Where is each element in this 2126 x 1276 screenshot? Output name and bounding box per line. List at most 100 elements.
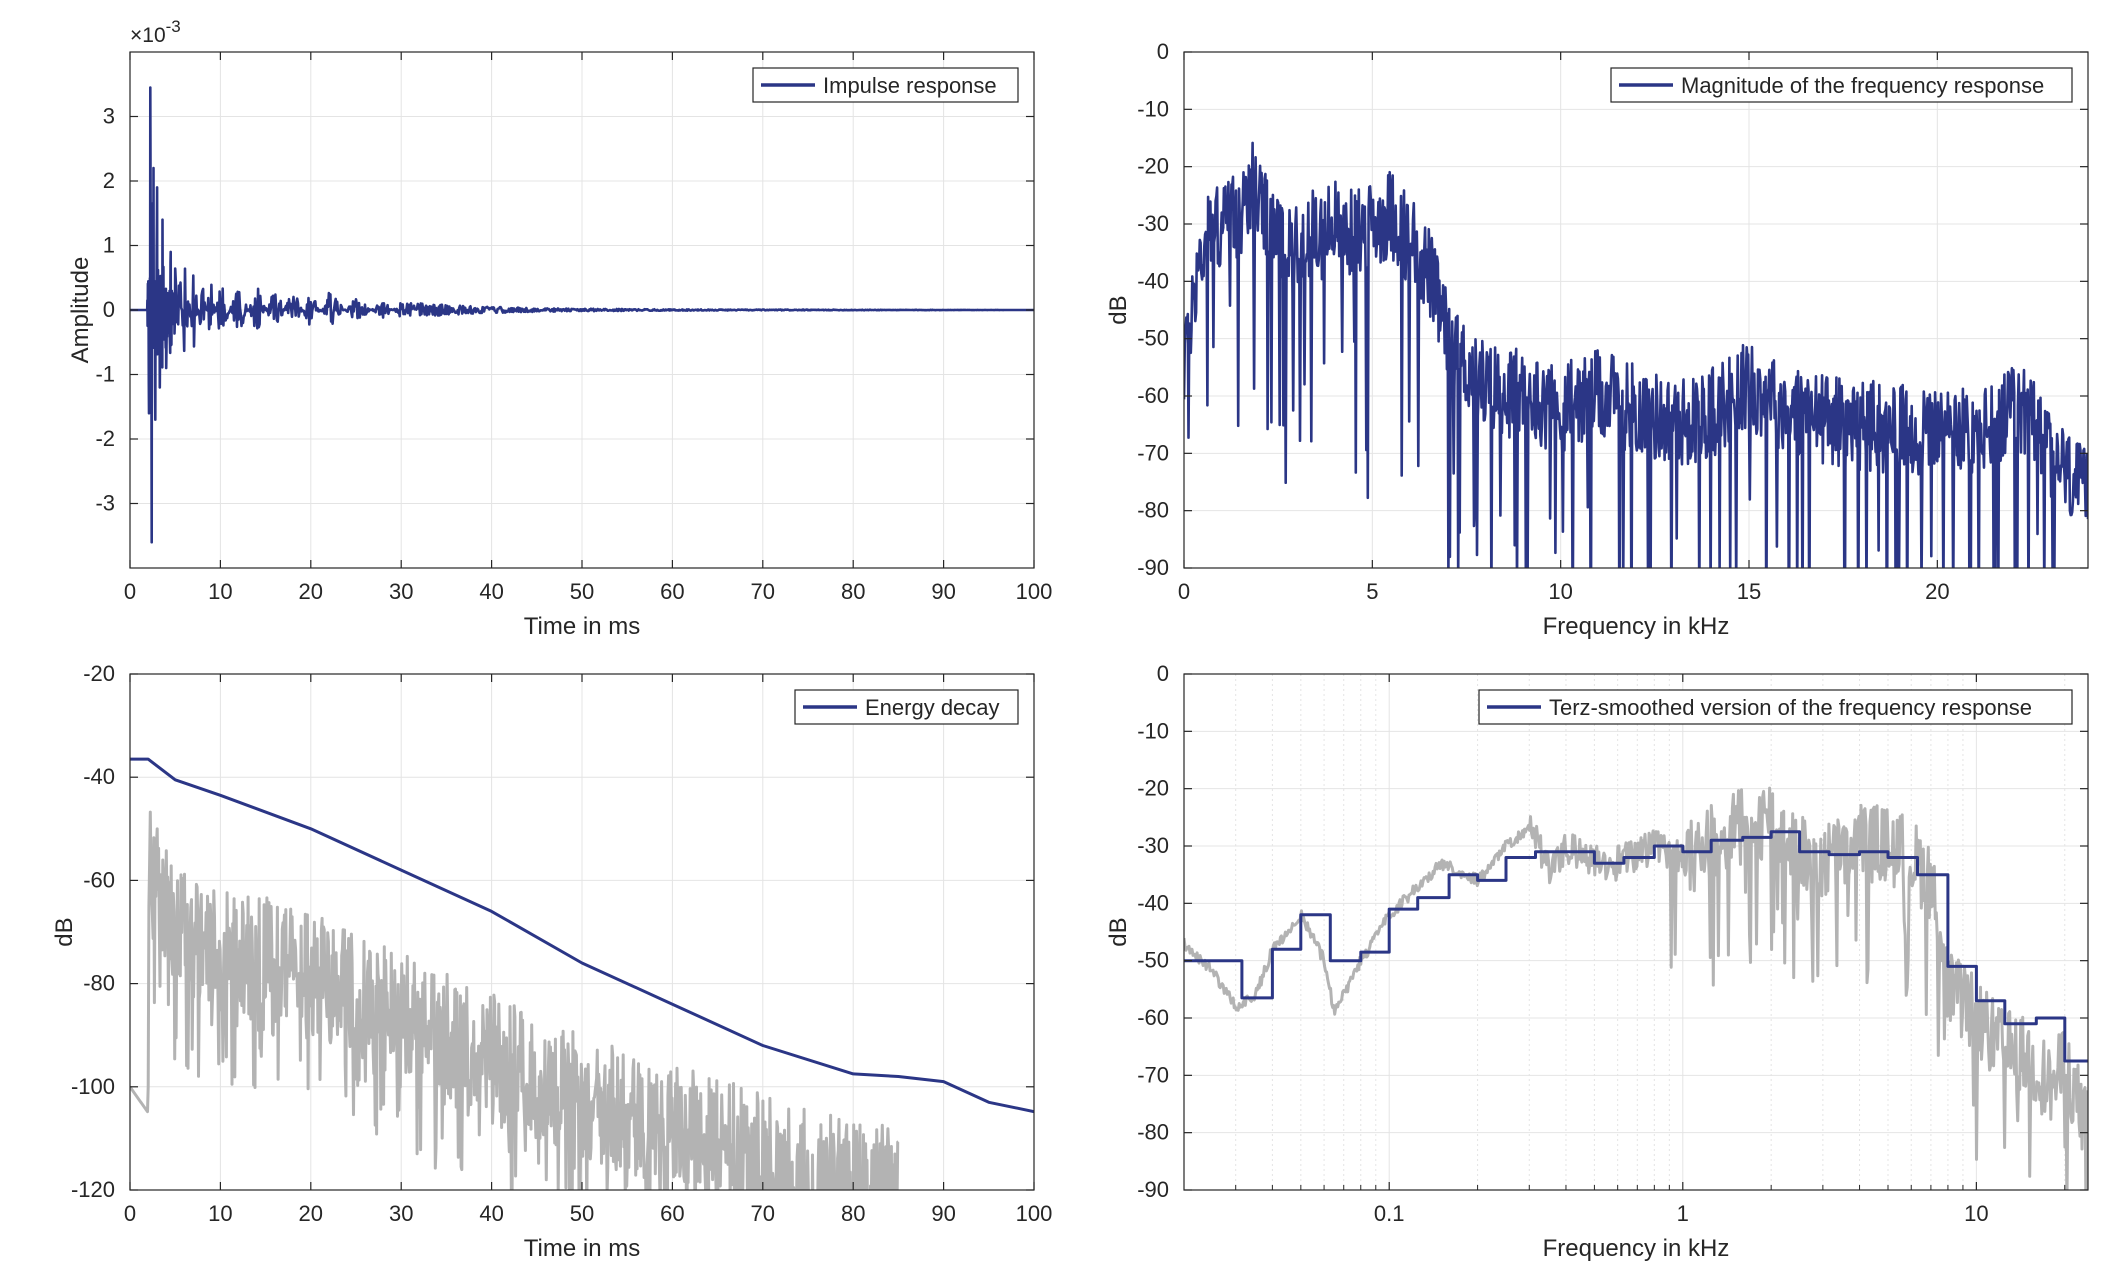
plot-series-group <box>130 86 1034 544</box>
x-tick-label: 30 <box>389 1201 413 1226</box>
y-tick-label: -50 <box>1137 948 1169 973</box>
x-tick-label: 80 <box>841 579 865 604</box>
axes-box <box>1183 673 2089 1191</box>
y-tick-label: -30 <box>1137 833 1169 858</box>
y-tick-label: -3 <box>95 491 115 516</box>
y-tick-label: -80 <box>1137 498 1169 523</box>
x-tick-label: 90 <box>931 1201 955 1226</box>
y-tick-label: -60 <box>83 867 115 892</box>
series-line-background <box>1184 786 2088 1190</box>
x-tick-label: 10 <box>208 1201 232 1226</box>
y-tick-label: -60 <box>1137 383 1169 408</box>
x-axis-label: Time in ms <box>524 613 640 640</box>
y-tick-label: -20 <box>1137 776 1169 801</box>
legend: Terz-smoothed version of the frequency r… <box>1478 689 2073 725</box>
chart-terz: 0.1 1 10 0 -10 -20 -30 -40 -50 -60 -70 -80 -90 Freque… <box>1105 661 2089 1262</box>
y-tick-label: -90 <box>1137 1177 1169 1202</box>
y-tick-label: -70 <box>1137 440 1169 465</box>
x-tick-label: 20 <box>1925 579 1949 604</box>
y-tick-label: 0 <box>1157 39 1169 64</box>
legend: Impulse response <box>752 67 1019 103</box>
legend-label: Energy decay <box>865 695 1000 720</box>
series-line-main <box>1184 830 2088 1063</box>
series-line-main <box>130 86 1034 544</box>
y-axis-label: dB <box>1105 917 1132 946</box>
chart-freq: 0 5 10 15 20 0 -10 -20 -30 -40 -50 -60 -70 -80 -90 Freq… <box>1105 39 2089 640</box>
x-tick-label: 80 <box>841 1201 865 1226</box>
y-tick-label: 2 <box>103 168 115 193</box>
y-tick-label: -50 <box>1137 326 1169 351</box>
x-tick-label: 0 <box>124 579 136 604</box>
legend-label: Terz-smoothed version of the frequency r… <box>1549 695 2032 720</box>
x-tick-label: 10 <box>1548 579 1572 604</box>
y-tick-label: -70 <box>1137 1062 1169 1087</box>
y-tick-label: 3 <box>103 104 115 129</box>
y-tick-label: -100 <box>71 1074 115 1099</box>
axes-box <box>1183 51 2089 569</box>
legend: Magnitude of the frequency response <box>1610 67 2073 103</box>
y-tick-label: 0 <box>1157 661 1169 686</box>
x-tick-label: 10 <box>208 579 232 604</box>
legend-box <box>1610 67 2073 103</box>
x-tick-label: 20 <box>299 579 323 604</box>
y-axis-label: Amplitude <box>67 257 94 364</box>
series-line-background <box>130 810 900 1190</box>
y-axis-label: dB <box>51 917 78 946</box>
y-tick-label: -40 <box>1137 268 1169 293</box>
y-axis-label: dB <box>1105 295 1132 324</box>
x-tick-label: 50 <box>570 1201 594 1226</box>
plot-area <box>1184 674 2088 1190</box>
y-tick-label: -10 <box>1137 96 1169 121</box>
y-tick-label: 1 <box>103 233 115 258</box>
y-tick-label: -30 <box>1137 211 1169 236</box>
y-tick-label: -120 <box>71 1177 115 1202</box>
exponent-label: ×10-3 <box>130 17 181 47</box>
exponent-base: ×10 <box>130 24 166 47</box>
x-tick-label: 15 <box>1737 579 1761 604</box>
y-tick-label: -60 <box>1137 1005 1169 1030</box>
y-tick-label: -10 <box>1137 718 1169 743</box>
series-line-main <box>130 757 1034 1114</box>
chart-ir: 0 10 20 30 40 50 60 70 80 90 100 -3 -2 -1 0 1 2 3 Time in … <box>67 17 1052 640</box>
x-tick-label: 60 <box>660 579 684 604</box>
x-tick-label: 0 <box>1178 579 1190 604</box>
y-tick-label: -1 <box>95 362 115 387</box>
legend-label: Impulse response <box>823 73 997 98</box>
x-tick-label: 70 <box>751 1201 775 1226</box>
y-tick-label: -20 <box>1137 154 1169 179</box>
plot-series-group <box>1184 786 2088 1190</box>
x-axis-label: Frequency in kHz <box>1543 1235 1730 1262</box>
x-tick-label: 40 <box>479 1201 503 1226</box>
x-tick-label: 1 <box>1677 1201 1689 1226</box>
x-axis-label: Frequency in kHz <box>1543 613 1730 640</box>
y-tick-label: -2 <box>95 426 115 451</box>
x-tick-label: 100 <box>1016 1201 1053 1226</box>
x-tick-label: 90 <box>931 579 955 604</box>
y-tick-label: -40 <box>1137 890 1169 915</box>
x-tick-label: 5 <box>1366 579 1378 604</box>
exponent-power: -3 <box>166 17 181 36</box>
y-tick-label: -40 <box>83 764 115 789</box>
x-tick-label: 30 <box>389 579 413 604</box>
y-tick-label: -20 <box>83 661 115 686</box>
y-tick-label: -80 <box>83 971 115 996</box>
x-tick-label: 100 <box>1016 579 1053 604</box>
x-tick-label: 0.1 <box>1374 1201 1405 1226</box>
x-tick-label: 40 <box>479 579 503 604</box>
plot-series-group <box>1184 141 2088 568</box>
y-tick-label: 0 <box>103 297 115 322</box>
x-tick-label: 50 <box>570 579 594 604</box>
y-tick-label: -80 <box>1137 1120 1169 1145</box>
y-tick-label: -90 <box>1137 555 1169 580</box>
x-tick-label: 20 <box>299 1201 323 1226</box>
x-axis-label: Time in ms <box>524 1235 640 1262</box>
legend-box <box>1478 689 2073 725</box>
legend: Energy decay <box>794 689 1019 725</box>
series-line-main <box>1184 141 2088 568</box>
legend-label: Magnitude of the frequency response <box>1681 73 2044 98</box>
x-tick-label: 70 <box>751 579 775 604</box>
x-tick-label: 10 <box>1964 1201 1988 1226</box>
chart-edc: 0 10 20 30 40 50 60 70 80 90 100 -20 -40 -60 -80 -100 -1… <box>51 661 1053 1262</box>
x-tick-label: 60 <box>660 1201 684 1226</box>
